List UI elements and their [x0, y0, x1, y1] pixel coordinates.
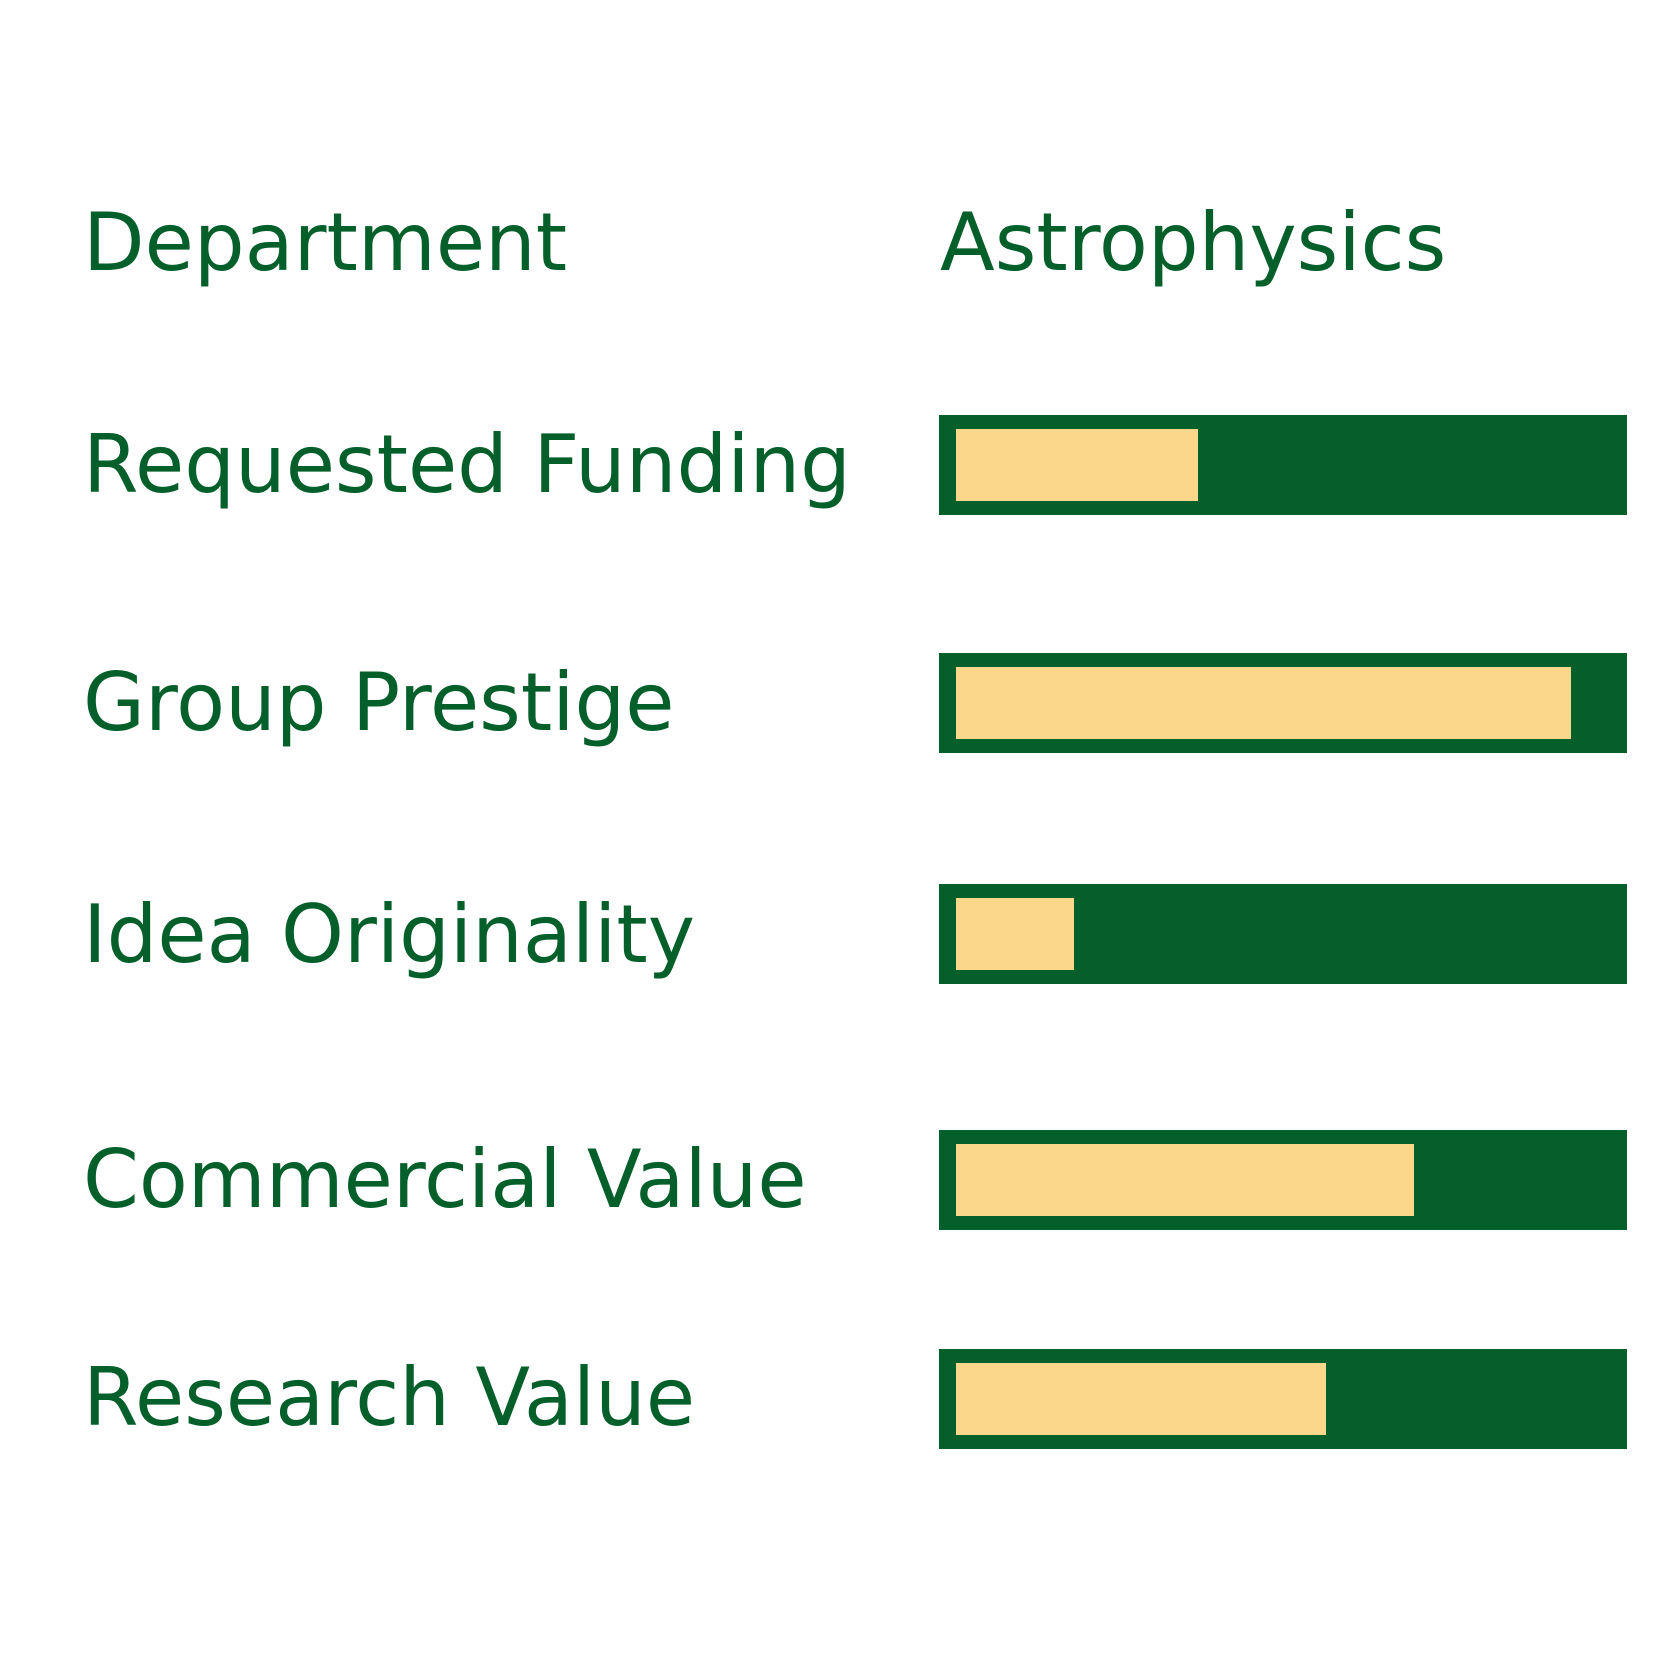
bar-fill-requested-funding	[956, 429, 1198, 501]
bar-track-group-prestige	[939, 653, 1627, 753]
bar-fill-idea-originality	[956, 898, 1074, 970]
metric-label-requested-funding: Requested Funding	[83, 418, 851, 511]
bar-fill-research-value	[956, 1363, 1326, 1435]
department-value: Astrophysics	[940, 196, 1447, 289]
bar-track-research-value	[939, 1349, 1627, 1449]
metric-label-idea-originality: Idea Originality	[83, 888, 696, 981]
bar-fill-commercial-value	[956, 1144, 1414, 1216]
metric-label-commercial-value: Commercial Value	[83, 1133, 807, 1226]
metric-label-research-value: Research Value	[83, 1351, 696, 1444]
bar-track-commercial-value	[939, 1130, 1627, 1230]
bar-track-requested-funding	[939, 415, 1627, 515]
metric-label-group-prestige: Group Prestige	[83, 656, 675, 749]
department-label: Department	[83, 196, 568, 289]
bar-track-idea-originality	[939, 884, 1627, 984]
bar-fill-group-prestige	[956, 667, 1571, 739]
